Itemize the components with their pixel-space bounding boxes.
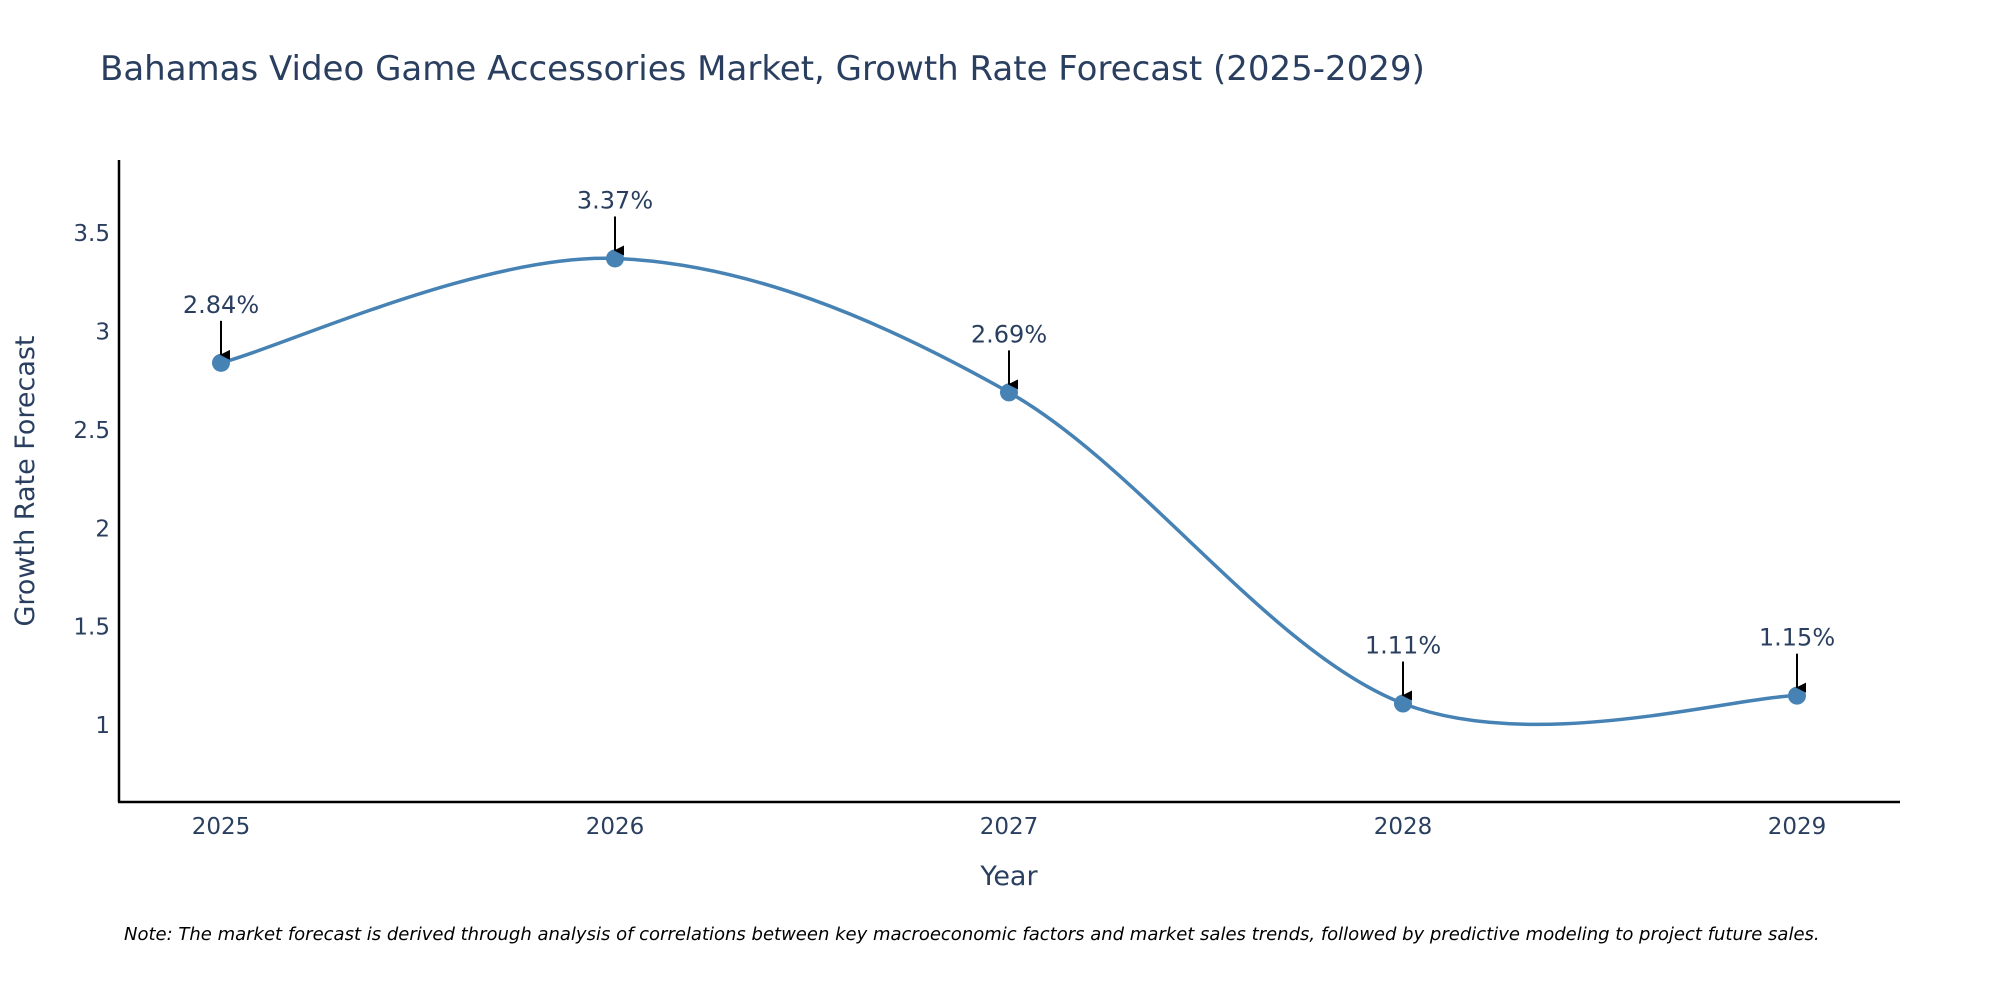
x-tick-label: 2027 [980, 814, 1039, 840]
chart-title: Bahamas Video Game Accessories Market, G… [100, 49, 1425, 89]
x-axis-title: Year [979, 861, 1038, 892]
y-tick-label: 2 [95, 516, 110, 542]
data-point [212, 353, 230, 372]
y-tick-label: 3 [95, 319, 110, 345]
y-axis-title: Growth Rate Forecast [10, 335, 41, 626]
footnote: Note: The market forecast is derived thr… [124, 924, 1820, 945]
data-label: 2.69% [971, 320, 1047, 348]
x-tick-label: 2029 [1768, 814, 1827, 840]
data-point [606, 249, 624, 268]
data-label: 2.84% [183, 291, 259, 319]
x-tick-label: 2025 [192, 814, 251, 840]
y-tick-label: 3.5 [73, 221, 110, 247]
data-label: 1.15% [1759, 624, 1835, 652]
plot-area: 2.84% 3.37% 2.69% 1.11% 1.15% [183, 186, 1835, 727]
data-label: 1.11% [1365, 632, 1441, 660]
data-point [1788, 686, 1806, 705]
x-tick-label: 2028 [1374, 814, 1433, 840]
data-point [1394, 694, 1412, 713]
x-tick-label: 2026 [586, 814, 645, 840]
x-axis-ticks: 2025 2026 2027 2028 2029 [192, 814, 1827, 840]
y-tick-label: 2.5 [73, 418, 110, 444]
data-label: 3.37% [577, 186, 653, 214]
y-axis-ticks: 1 1.5 2 2.5 3 3.5 [73, 221, 110, 739]
y-tick-label: 1 [95, 713, 110, 739]
y-tick-label: 1.5 [73, 615, 110, 641]
data-point [1000, 383, 1018, 402]
